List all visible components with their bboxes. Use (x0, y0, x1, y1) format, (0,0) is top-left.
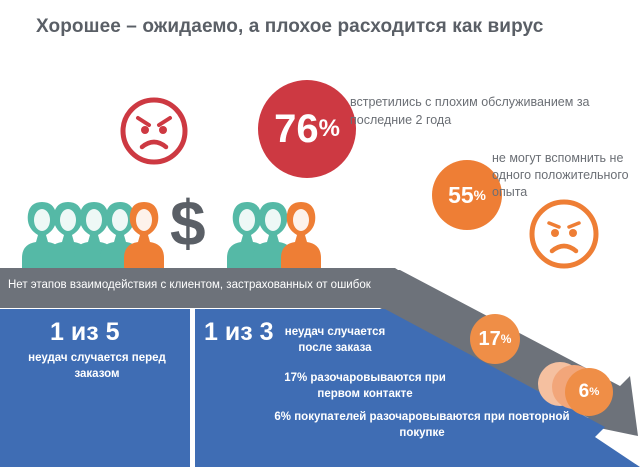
left-panel-text: неудач случается перед заказом (28, 352, 166, 381)
stat-76-unit: % (318, 115, 340, 142)
stat-76-circle: 76% (258, 80, 356, 178)
stat-55-circle: 55% (432, 160, 502, 230)
badge-17-number: 17 (478, 327, 501, 350)
right-panel-line2: 17% разочаровываются при первом контакте (284, 372, 446, 401)
stat-76-text: встретились с плохим обслуживанием за по… (350, 95, 590, 127)
badge-17-circle: 17% (470, 314, 520, 364)
angry-face-icon (120, 97, 188, 165)
right-panel-big: 1 из 3 (204, 318, 274, 346)
stat-55-text: не могут вспомнить не одного положительн… (492, 151, 629, 199)
arrow-background (0, 268, 620, 424)
stat-55-number: 55 (448, 181, 474, 208)
badge-6-circle: 6% (565, 368, 613, 416)
people-group-left-icon (22, 202, 164, 270)
left-panel (0, 309, 190, 467)
right-panel-line3: 6% покупателей разочаровываются при повт… (274, 411, 570, 440)
dollar-icon: $ (170, 187, 206, 259)
people-group-right-icon (227, 202, 321, 270)
badge-17-unit: % (500, 332, 512, 346)
right-panel-text: неудач случается после заказа (284, 326, 386, 355)
stat-76-number: 76 (274, 106, 319, 151)
badge-6-number: 6 (578, 381, 590, 402)
sad-face-icon (529, 199, 599, 269)
page-title: Хорошее – ожидаемо, а плохое расходится … (36, 16, 544, 37)
badge-6-unit: % (589, 386, 600, 398)
banner-text: Нет этапов взаимодействия с клиентом, за… (8, 279, 371, 291)
stat-55-unit: % (473, 187, 486, 203)
left-panel-big: 1 из 5 (50, 318, 120, 346)
right-panel (195, 309, 640, 467)
